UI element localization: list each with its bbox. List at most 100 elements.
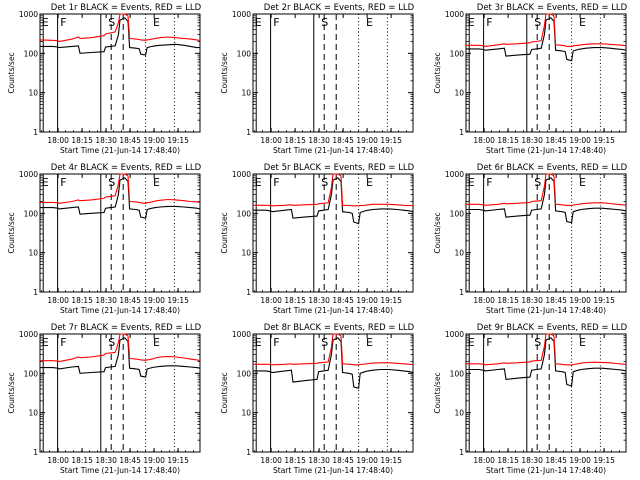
marker-label: E [42, 16, 49, 29]
x-tick-label: 18:45 [119, 296, 141, 305]
x-tick-label: 18:00 [47, 296, 69, 305]
x-tick-label: 18:45 [119, 136, 141, 145]
marker-label: F [486, 176, 492, 189]
x-tick-label: 18:45 [332, 296, 354, 305]
y-axis-label: Counts/sec [433, 372, 442, 413]
y-tick-label: 100 [450, 209, 465, 218]
marker-label: E [153, 336, 160, 349]
x-tick-label: 19:15 [380, 296, 402, 305]
x-tick-label: 18:15 [284, 296, 306, 305]
x-tick-label: 18:00 [473, 296, 495, 305]
x-tick-label: 18:15 [71, 296, 93, 305]
y-tick-label: 10 [454, 89, 464, 98]
x-tick-label: 19:00 [569, 136, 591, 145]
x-tick-label: 18:15 [497, 136, 519, 145]
y-tick-label: 1 [33, 128, 38, 137]
panel-title: Det 3r BLACK = Events, RED = LLD [477, 3, 628, 13]
marker-label: F [60, 176, 66, 189]
plot-frame [252, 13, 414, 133]
marker-label: E [255, 336, 262, 349]
y-tick-label: 100 [24, 49, 39, 58]
marker-label: E [366, 176, 373, 189]
x-tick-label: 19:15 [380, 456, 402, 465]
y-tick-label: 1 [459, 288, 464, 297]
x-tick-label: 18:00 [260, 456, 282, 465]
marker-label: E [579, 176, 586, 189]
x-tick-label: 18:00 [260, 296, 282, 305]
marker-label: F [60, 336, 66, 349]
y-tick-label: 1 [246, 128, 251, 137]
y-tick-label: 10 [241, 409, 251, 418]
marker-label: F [486, 16, 492, 29]
marker-label: E [468, 336, 475, 349]
marker-label: S [534, 176, 541, 189]
marker-label: S [321, 16, 328, 29]
y-tick-label: 1000 [445, 170, 464, 179]
x-axis-label: Start Time (21-Jun-14 17:48:40) [60, 306, 180, 315]
y-tick-label: 1000 [19, 170, 38, 179]
y-tick-label: 100 [237, 49, 252, 58]
x-tick-label: 19:15 [167, 456, 189, 465]
x-axis-label: Start Time (21-Jun-14 17:48:40) [273, 466, 393, 475]
series-line-lld [253, 173, 414, 207]
x-tick-label: 18:00 [47, 456, 69, 465]
x-tick-label: 19:15 [167, 136, 189, 145]
panel-det8r: Det 8r BLACK = Events, RED = LLD 1 10 100 10… [220, 323, 415, 475]
y-tick-label: 1000 [232, 10, 251, 19]
x-tick-label: 18:30 [308, 296, 330, 305]
x-tick-label: 18:00 [473, 456, 495, 465]
y-tick-label: 100 [24, 369, 39, 378]
x-tick-label: 19:00 [356, 296, 378, 305]
x-tick-label: 19:15 [593, 136, 615, 145]
panel-det9r: Det 9r BLACK = Events, RED = LLD 1 10 100 10… [433, 323, 628, 475]
panel-title: Det 7r BLACK = Events, RED = LLD [51, 323, 202, 333]
x-tick-label: 18:45 [545, 456, 567, 465]
y-tick-label: 100 [24, 209, 39, 218]
y-tick-label: 100 [450, 369, 465, 378]
marker-label: F [60, 16, 66, 29]
series-line-lld [39, 13, 201, 43]
y-tick-label: 10 [241, 249, 251, 258]
panel-title: Det 4r BLACK = Events, RED = LLD [51, 163, 202, 173]
series-line-lld [253, 333, 414, 366]
x-tick-label: 18:30 [95, 296, 117, 305]
x-tick-label: 18:45 [332, 456, 354, 465]
marker-label: F [486, 336, 492, 349]
y-tick-label: 1 [246, 288, 251, 297]
x-tick-label: 19:00 [143, 136, 165, 145]
panel-title: Det 6r BLACK = Events, RED = LLD [477, 163, 628, 173]
y-tick-label: 1 [459, 448, 464, 457]
panel-det5r: Det 5r BLACK = Events, RED = LLD 1 10 100 10… [220, 163, 415, 315]
panel-title: Det 9r BLACK = Events, RED = LLD [477, 323, 628, 333]
y-tick-label: 10 [28, 89, 38, 98]
x-tick-label: 18:15 [71, 136, 93, 145]
x-tick-label: 18:00 [473, 136, 495, 145]
marker-label: E [42, 176, 49, 189]
marker-label: E [366, 336, 373, 349]
y-tick-label: 10 [454, 249, 464, 258]
x-tick-label: 18:30 [521, 296, 543, 305]
marker-label: E [579, 16, 586, 29]
x-tick-label: 18:30 [308, 136, 330, 145]
x-tick-label: 19:15 [380, 136, 402, 145]
panel-title: Det 8r BLACK = Events, RED = LLD [264, 323, 415, 333]
x-tick-label: 18:45 [545, 136, 567, 145]
x-tick-label: 18:00 [260, 136, 282, 145]
series-line-lld [466, 173, 627, 207]
series-line-lld [466, 333, 627, 366]
x-tick-label: 19:15 [593, 456, 615, 465]
x-axis-label: Start Time (21-Jun-14 17:48:40) [273, 306, 393, 315]
panel-det2r: Det 2r BLACK = Events, RED = LLD 1 10 100 10… [220, 3, 415, 155]
x-tick-label: 19:00 [356, 456, 378, 465]
panel-det1r: Det 1r BLACK = Events, RED = LLD 1 10 100 10… [7, 3, 202, 155]
marker-label: E [468, 176, 475, 189]
panel-det3r: Det 3r BLACK = Events, RED = LLD 1 10 100 10… [433, 3, 628, 155]
y-tick-label: 1000 [232, 170, 251, 179]
panel-title: Det 2r BLACK = Events, RED = LLD [264, 3, 415, 13]
x-tick-label: 19:15 [167, 296, 189, 305]
x-tick-label: 18:30 [95, 136, 117, 145]
marker-label: S [108, 16, 115, 29]
marker-label: E [153, 16, 160, 29]
marker-label: F [273, 336, 279, 349]
